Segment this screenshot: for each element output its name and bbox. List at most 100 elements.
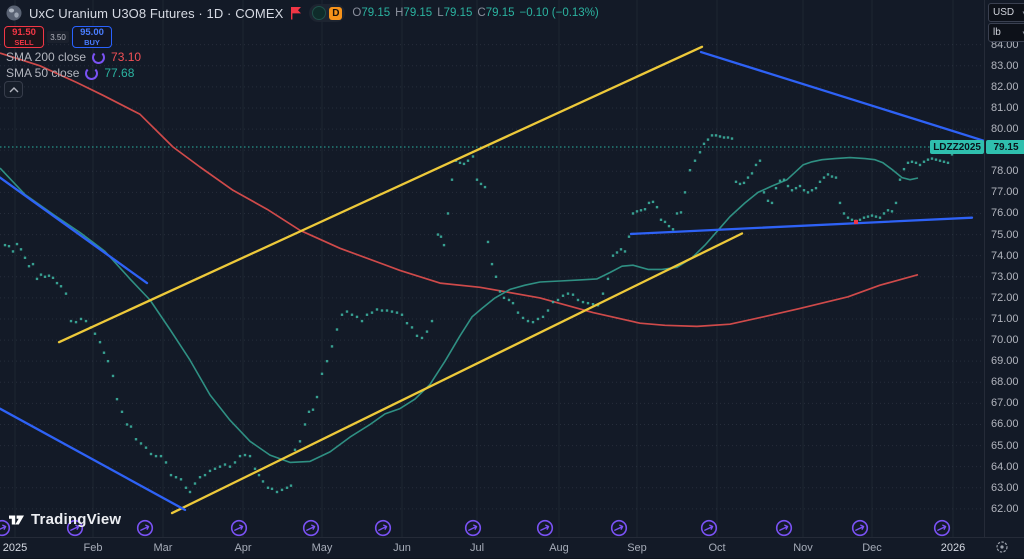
price-dot: [946, 161, 950, 165]
price-dot: [850, 218, 854, 221]
contract-rollover-icon[interactable]: [933, 519, 951, 537]
time-tick-label: 2025: [2, 542, 28, 554]
price-dot: [762, 191, 766, 194]
contract-rollover-icon[interactable]: [374, 519, 392, 537]
time-tick-label: Dec: [862, 542, 882, 554]
price-dot: [874, 215, 878, 218]
price-dot: [586, 301, 590, 305]
price-dot: [365, 313, 369, 316]
trendline-blue-mid-support[interactable]: [629, 216, 974, 236]
price-dot: [203, 473, 207, 477]
price-dot: [27, 265, 31, 268]
price-tick-label: 72.00: [991, 291, 1019, 304]
plot-area[interactable]: [0, 0, 987, 537]
timeframe-badge: D: [329, 6, 343, 20]
price-dot: [655, 205, 659, 209]
price-dot: [400, 313, 404, 316]
axis-settings-icon[interactable]: [995, 540, 1009, 559]
buy-button[interactable]: 95.00 BUY: [72, 26, 112, 48]
trendline-blue-left-upper[interactable]: [0, 176, 149, 285]
time-axis[interactable]: 2025 Feb Mar Apr May Jun Jul Aug Sep Oct Nov Dec 202…: [0, 537, 1024, 558]
contract-rollover-icon[interactable]: [464, 519, 482, 537]
trendline-blue-right-resistance[interactable]: [699, 50, 987, 142]
contract-rollover-icon[interactable]: [230, 519, 248, 537]
flag-icon[interactable]: [290, 6, 302, 20]
trendline-yellow-channel-upper[interactable]: [57, 45, 704, 344]
price-dot: [479, 182, 483, 186]
sma200-label: SMA 200 close: [6, 50, 87, 64]
price-dot: [526, 319, 530, 323]
price-dot: [647, 201, 651, 205]
tradingview-logo[interactable]: TradingView: [8, 511, 121, 528]
contract-rollover-icon[interactable]: [610, 519, 628, 537]
trendline-blue-left-lower[interactable]: [0, 407, 187, 512]
price-dot: [233, 461, 237, 464]
sma200-line[interactable]: [0, 52, 919, 328]
price-dot: [635, 210, 639, 213]
price-tick-label: 65.00: [991, 439, 1019, 452]
price-dot: [466, 159, 470, 162]
contract-rollover-icon[interactable]: [0, 519, 11, 537]
trade-panel: 91.50 SELL 3.50 95.00 BUY: [4, 26, 112, 48]
price-dot: [458, 161, 462, 165]
contract-rollover-icon[interactable]: [775, 519, 793, 537]
price-dot: [490, 262, 494, 266]
contract-rollover-icon[interactable]: [851, 519, 869, 537]
price-tick-label: 75.00: [991, 228, 1019, 241]
price-dot: [270, 487, 274, 491]
contract-rollover-icon[interactable]: [136, 519, 154, 537]
price-tick-label: 74.00: [991, 249, 1019, 262]
time-tick-label: Sep: [627, 542, 647, 554]
chevron-down-icon: ▾: [1022, 29, 1024, 37]
time-tick-label: Apr: [234, 542, 252, 554]
price-dot: [556, 298, 560, 302]
legend-sma50[interactable]: SMA 50 close 77.68: [6, 66, 134, 80]
price-dot: [561, 294, 565, 297]
sma200-value: 73.10: [111, 50, 142, 64]
contract-rollover-icon[interactable]: [66, 519, 84, 537]
price-dot: [870, 214, 874, 217]
price-dot: [910, 160, 914, 163]
time-tick-label: Mar: [153, 542, 173, 554]
contract-rollover-icon[interactable]: [700, 519, 718, 537]
sma50-line[interactable]: [0, 156, 919, 464]
price-axis[interactable]: 84.00 83.00 82.00 81.00 80.00 78.00 77.00 76.00…: [984, 0, 1024, 537]
price-dot: [139, 442, 143, 445]
contract-label-badge: LDZZ2025: [930, 140, 984, 154]
price-dot: [471, 155, 475, 158]
price-dot: [667, 224, 671, 228]
price-dot: [442, 243, 446, 247]
contract-rollover-icon[interactable]: [302, 519, 320, 537]
price-dot: [446, 212, 450, 215]
collapse-legend-button[interactable]: [4, 81, 23, 98]
price-dot: [886, 209, 890, 212]
price-dot: [93, 332, 97, 335]
sma50-value: 77.68: [104, 66, 135, 80]
price-dot: [198, 476, 202, 479]
price-dot: [74, 320, 78, 324]
sell-button[interactable]: 91.50 SELL: [4, 26, 44, 48]
currency-unit-selector[interactable]: USD▾: [988, 3, 1024, 22]
symbol-title[interactable]: UxC Uranium U3O8 Futures · 1D · COMEX: [29, 5, 284, 21]
price-dot: [134, 438, 138, 441]
legend-sma200[interactable]: SMA 200 close 73.10: [6, 50, 141, 64]
price-dot: [798, 184, 802, 188]
time-tick-label: Jun: [393, 542, 411, 554]
price-dot: [862, 216, 866, 219]
price-dot: [566, 292, 570, 295]
measure-unit-selector[interactable]: lb▾: [988, 23, 1024, 42]
price-dot: [350, 313, 354, 316]
price-dot: [303, 423, 307, 426]
price-dot: [591, 302, 595, 306]
price-dot: [714, 134, 718, 137]
trendline-yellow-channel-lower[interactable]: [170, 232, 744, 515]
price-dot: [420, 336, 424, 340]
price-dot: [531, 320, 535, 324]
contract-rollover-icon[interactable]: [536, 519, 554, 537]
price-dot: [734, 180, 738, 184]
price-dot: [355, 315, 359, 319]
price-dot: [23, 256, 27, 259]
price-dot: [179, 478, 183, 481]
market-status-toggle[interactable]: D: [309, 4, 346, 22]
